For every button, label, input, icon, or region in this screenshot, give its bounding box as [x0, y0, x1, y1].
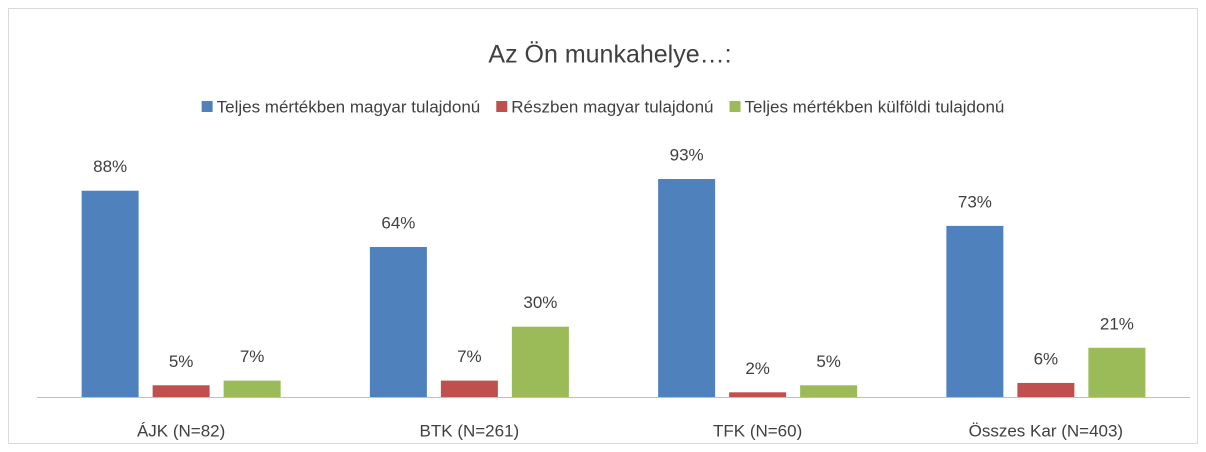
bar [800, 385, 858, 397]
bar [369, 246, 427, 397]
chart-border [8, 8, 1198, 444]
value-label: 7% [240, 347, 265, 366]
chart-title: Az Ön munkahelye…: [488, 41, 731, 69]
x-tick-label: BTK (N=261) [420, 421, 520, 440]
value-label: 93% [670, 145, 704, 164]
bar [511, 326, 569, 397]
bar [946, 225, 1004, 397]
bar [152, 385, 210, 397]
legend-swatch [496, 101, 508, 112]
bar [440, 380, 498, 397]
value-label: 30% [523, 293, 557, 312]
bar [729, 392, 787, 397]
value-label: 5% [816, 352, 841, 371]
legend-label: Részben magyar tulajdonú [511, 97, 713, 116]
x-tick-label: Összes Kar (N=403) [969, 421, 1123, 440]
value-label: 88% [93, 157, 127, 176]
bar [223, 380, 281, 397]
legend-label: Teljes mértékben külföldi tulajdonú [745, 97, 1005, 116]
x-tick-label: TFK (N=60) [713, 421, 802, 440]
value-label: 5% [169, 352, 194, 371]
legend-swatch [201, 101, 213, 112]
legend-label: Teljes mértékben magyar tulajdonú [217, 97, 481, 116]
value-label: 21% [1100, 314, 1134, 333]
legend-swatch [729, 101, 741, 112]
value-label: 7% [457, 347, 482, 366]
value-label: 2% [745, 359, 770, 378]
value-label: 6% [1034, 349, 1059, 368]
value-label: 64% [381, 213, 415, 232]
x-tick-label: ÁJK (N=82) [137, 421, 225, 440]
value-label: 73% [958, 192, 992, 211]
bar [1088, 347, 1146, 397]
bar [81, 190, 139, 397]
bar [1017, 382, 1075, 397]
bar [658, 179, 716, 397]
